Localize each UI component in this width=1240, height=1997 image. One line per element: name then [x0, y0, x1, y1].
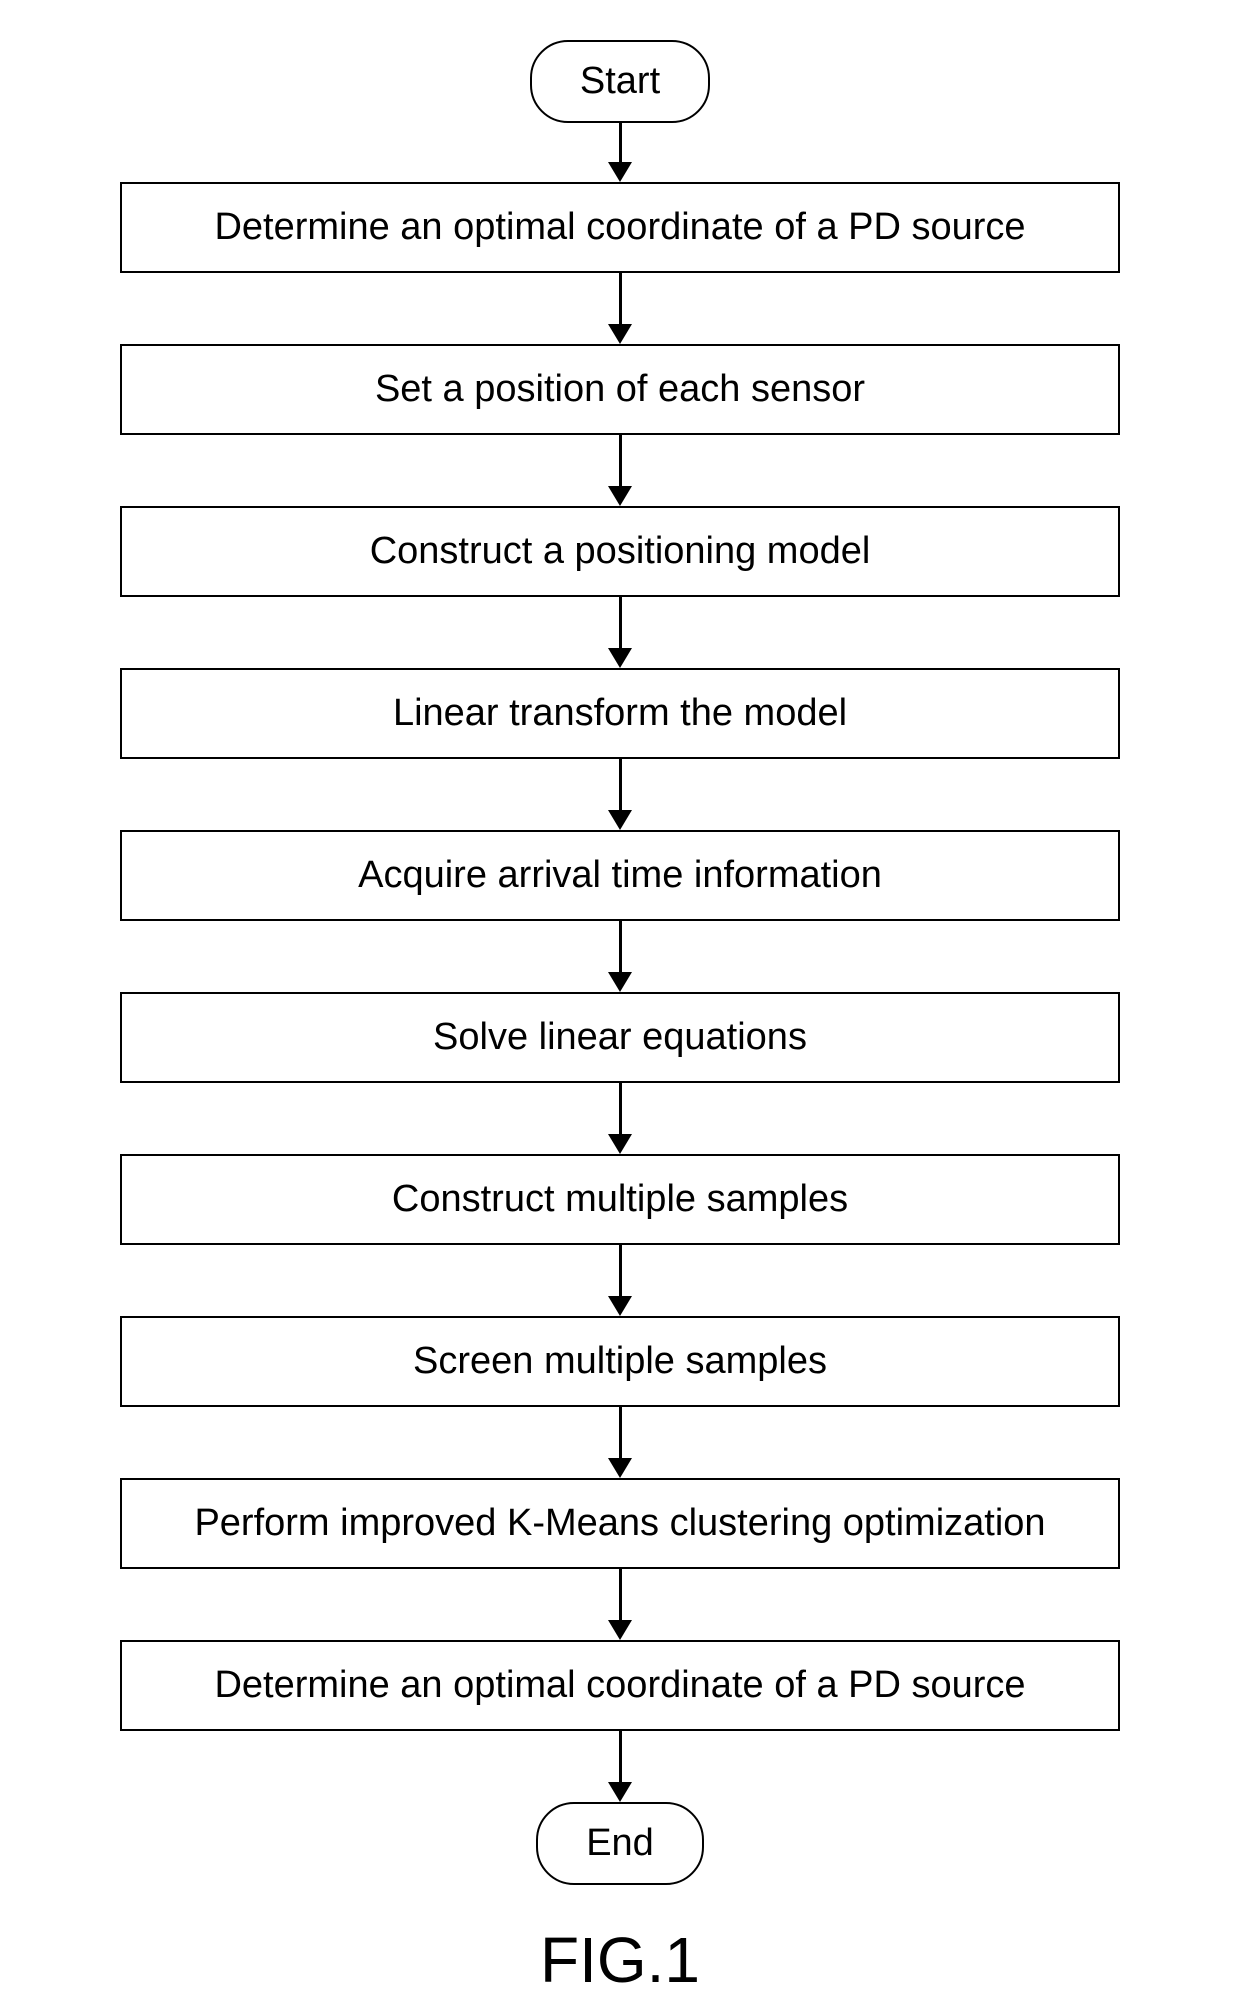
arrow-line: [619, 921, 622, 973]
arrow-line: [619, 759, 622, 811]
process-step: Acquire arrival time information: [120, 830, 1120, 921]
process-step: Determine an optimal coordinate of a PD …: [120, 1640, 1120, 1731]
arrow-head-icon: [608, 1296, 632, 1316]
arrow-line: [619, 1407, 622, 1459]
process-step: Set a position of each sensor: [120, 344, 1120, 435]
arrow-head-icon: [608, 648, 632, 668]
arrow-head-icon: [608, 1458, 632, 1478]
arrow: [608, 921, 632, 992]
arrow-line: [619, 1731, 622, 1783]
arrow-line: [619, 123, 622, 163]
end-terminator: End: [536, 1802, 704, 1885]
flowchart-container: Start Determine an optimal coordinate of …: [120, 40, 1120, 1997]
arrow: [608, 1245, 632, 1316]
arrow: [608, 1569, 632, 1640]
arrow-head-icon: [608, 1134, 632, 1154]
arrow-head-icon: [608, 1620, 632, 1640]
arrow-head-icon: [608, 324, 632, 344]
arrow-line: [619, 273, 622, 325]
arrow-line: [619, 597, 622, 649]
arrow-line: [619, 435, 622, 487]
arrow-head-icon: [608, 810, 632, 830]
arrow-line: [619, 1245, 622, 1297]
arrow: [608, 759, 632, 830]
arrow: [608, 1731, 632, 1802]
arrow: [608, 1407, 632, 1478]
arrow-head-icon: [608, 972, 632, 992]
arrow: [608, 273, 632, 344]
arrow-line: [619, 1569, 622, 1621]
process-step: Solve linear equations: [120, 992, 1120, 1083]
process-step: Construct multiple samples: [120, 1154, 1120, 1245]
arrow: [608, 1083, 632, 1154]
process-step: Perform improved K-Means clustering opti…: [120, 1478, 1120, 1569]
arrow-line: [619, 1083, 622, 1135]
process-step: Linear transform the model: [120, 668, 1120, 759]
arrow: [608, 123, 632, 182]
arrow-head-icon: [608, 1782, 632, 1802]
arrow-head-icon: [608, 162, 632, 182]
arrow: [608, 597, 632, 668]
arrow: [608, 435, 632, 506]
start-terminator: Start: [530, 40, 710, 123]
arrow-head-icon: [608, 486, 632, 506]
figure-caption: FIG.1: [540, 1923, 700, 1997]
process-step: Screen multiple samples: [120, 1316, 1120, 1407]
process-step: Construct a positioning model: [120, 506, 1120, 597]
process-step: Determine an optimal coordinate of a PD …: [120, 182, 1120, 273]
